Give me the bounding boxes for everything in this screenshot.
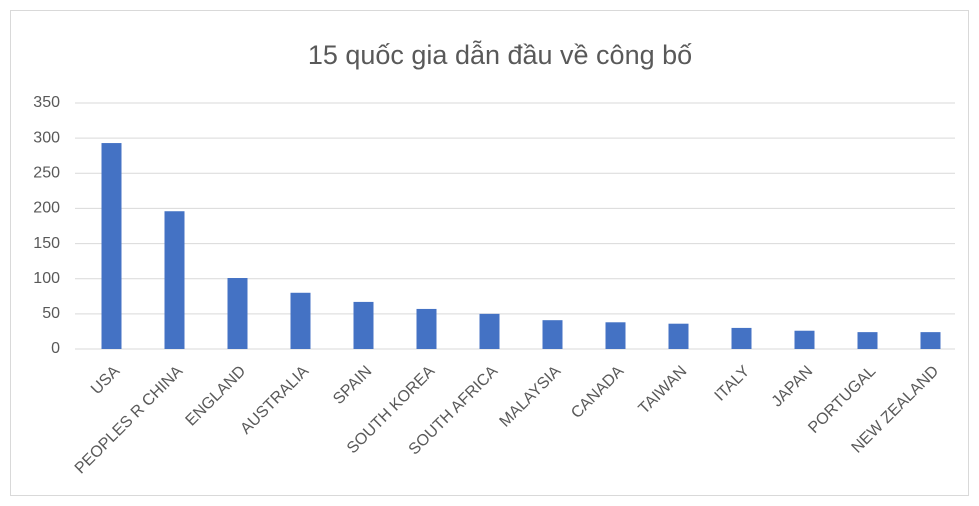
bar <box>353 301 374 349</box>
bar <box>479 313 500 349</box>
y-tick-label: 0 <box>51 340 60 357</box>
bar <box>227 278 248 349</box>
bar <box>920 332 941 349</box>
bar <box>794 330 815 349</box>
bar <box>101 143 122 349</box>
y-tick-label: 150 <box>33 235 60 252</box>
y-tick-label: 100 <box>33 270 60 287</box>
bar <box>668 323 689 349</box>
bar <box>416 308 437 349</box>
y-tick-label: 50 <box>42 305 60 322</box>
bar <box>857 332 878 349</box>
y-tick-label: 250 <box>33 165 60 182</box>
y-tick-label: 200 <box>33 200 60 217</box>
y-tick-label: 350 <box>33 94 60 111</box>
chart-title: 15 quốc gia dẫn đầu về công bố <box>308 39 692 70</box>
bar <box>290 292 311 349</box>
y-tick-label: 300 <box>33 129 60 146</box>
bar <box>605 322 626 349</box>
bar <box>731 327 752 349</box>
bar <box>164 211 185 349</box>
bar <box>542 320 563 349</box>
